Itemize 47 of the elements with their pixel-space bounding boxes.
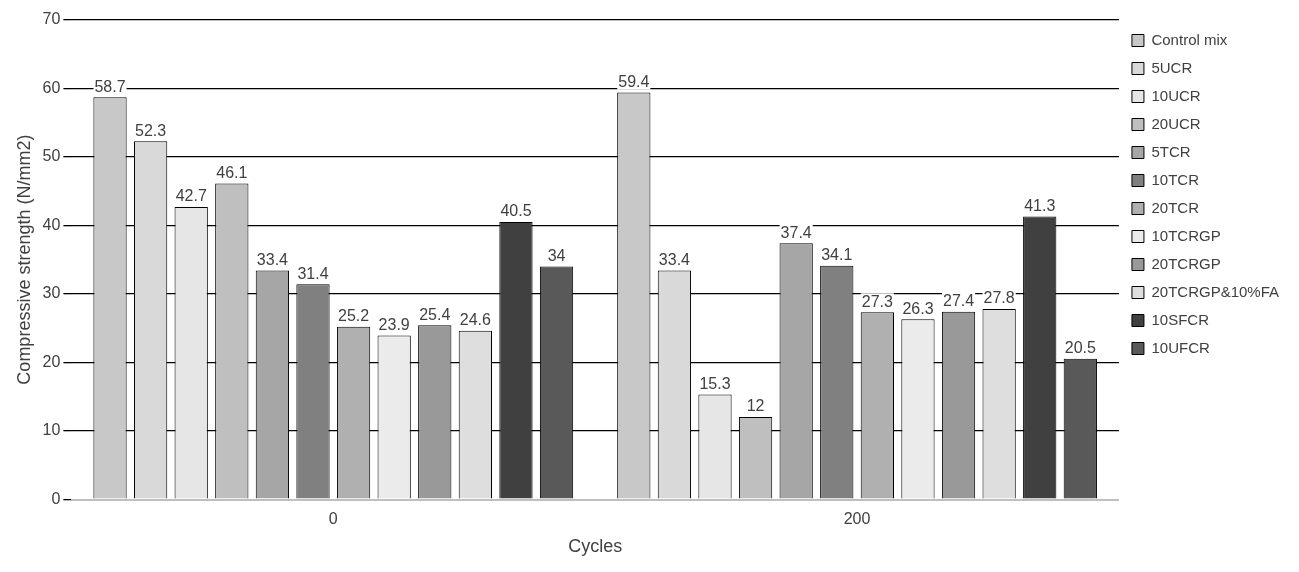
y-tick-label: 50 xyxy=(42,147,61,165)
legend-label: 10TCR xyxy=(1151,170,1200,188)
data-label: 52.3 xyxy=(135,121,167,139)
legend-label: 20TCR xyxy=(1151,198,1200,216)
data-label: 27.4 xyxy=(942,292,975,310)
y-tick-label: 10 xyxy=(42,421,61,439)
legend-label: Control mix xyxy=(1151,30,1228,48)
data-label: 37.4 xyxy=(780,223,812,241)
data-label: 59.4 xyxy=(618,72,650,90)
x-tick-label: 200 xyxy=(843,510,871,528)
data-label: 25.4 xyxy=(419,305,451,323)
data-label: 42.7 xyxy=(175,187,207,205)
legend-label: 20UCR xyxy=(1151,114,1201,132)
data-label: 41.3 xyxy=(1024,196,1056,214)
data-label: 15.3 xyxy=(699,374,731,392)
y-tick-label: 30 xyxy=(42,284,61,302)
data-label: 27.3 xyxy=(861,292,894,310)
y-tick-label: 70 xyxy=(42,10,61,28)
data-label: 31.4 xyxy=(297,264,329,282)
y-axis-title: Compressive strength (N/mm2) xyxy=(13,134,34,385)
data-label: 34 xyxy=(547,246,566,264)
data-label: 24.6 xyxy=(459,311,492,329)
legend-label: 20TCRGP xyxy=(1151,254,1221,272)
data-label: 27.8 xyxy=(983,289,1015,307)
data-label: 12 xyxy=(746,397,765,415)
data-label: 33.4 xyxy=(256,250,289,268)
data-label: 33.4 xyxy=(658,250,691,268)
x-axis-title: Cycles xyxy=(568,536,623,557)
y-tick-label: 0 xyxy=(51,489,61,507)
legend-label: 10TCRGP xyxy=(1151,226,1221,244)
y-tick-label: 60 xyxy=(42,78,61,96)
data-label: 23.9 xyxy=(378,315,410,333)
legend-label: 10UFCR xyxy=(1151,338,1210,356)
data-label: 58.7 xyxy=(94,77,126,95)
data-label: 25.2 xyxy=(338,307,370,325)
y-tick-label: 40 xyxy=(42,215,61,233)
legend-label: 5TCR xyxy=(1151,142,1191,160)
legend-label: 10SFCR xyxy=(1151,310,1210,328)
data-label: 20.5 xyxy=(1064,339,1096,357)
legend-label: 5UCR xyxy=(1151,58,1193,76)
legend-label: 20TCRGP&10%FA xyxy=(1151,282,1280,300)
legend-label: 10UCR xyxy=(1151,86,1201,104)
data-label: 26.3 xyxy=(902,299,934,317)
data-label: 46.1 xyxy=(216,164,248,182)
y-tick-label: 20 xyxy=(42,352,61,370)
data-label: 40.5 xyxy=(500,202,532,220)
data-label: 34.1 xyxy=(821,246,853,264)
